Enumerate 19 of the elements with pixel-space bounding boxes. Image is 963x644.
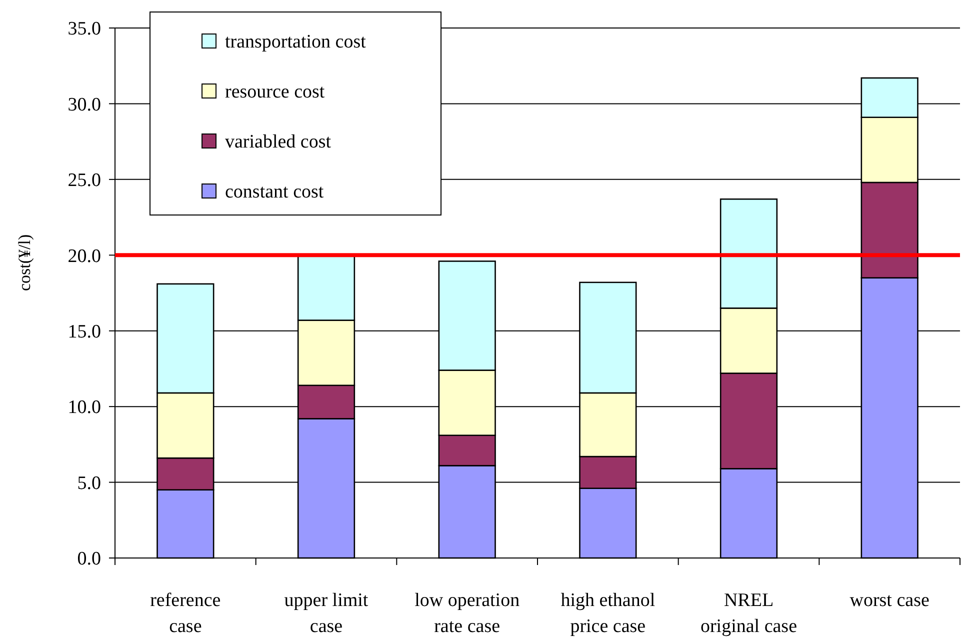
- legend-label: variabled cost: [225, 132, 332, 153]
- legend-label: constant cost: [225, 182, 324, 203]
- x-tick-label: NREL original case: [700, 590, 798, 637]
- y-tick-label: 0.0: [77, 548, 101, 570]
- x-tick-label: low operation rate case: [414, 590, 520, 637]
- x-tick-label: upper limit case: [284, 590, 369, 637]
- y-tick-label: 15.0: [68, 322, 101, 343]
- y-tick-label: 30.0: [68, 94, 101, 116]
- legend-label: resource cost: [225, 82, 326, 103]
- x-tick-label: worst case: [850, 590, 930, 611]
- legend-label: transportation cost: [225, 32, 367, 53]
- y-tick-label: 25.0: [68, 170, 101, 192]
- x-tick-label: reference case: [150, 590, 221, 637]
- y-tick-label: 10.0: [68, 397, 101, 418]
- y-tick-label: 20.0: [68, 246, 101, 267]
- y-axis-title: cost(¥/l): [15, 234, 34, 292]
- y-tick-label: 5.0: [77, 472, 101, 494]
- y-tick-label: 35.0: [68, 18, 101, 40]
- x-tick-label: high ethanol price case: [560, 590, 656, 637]
